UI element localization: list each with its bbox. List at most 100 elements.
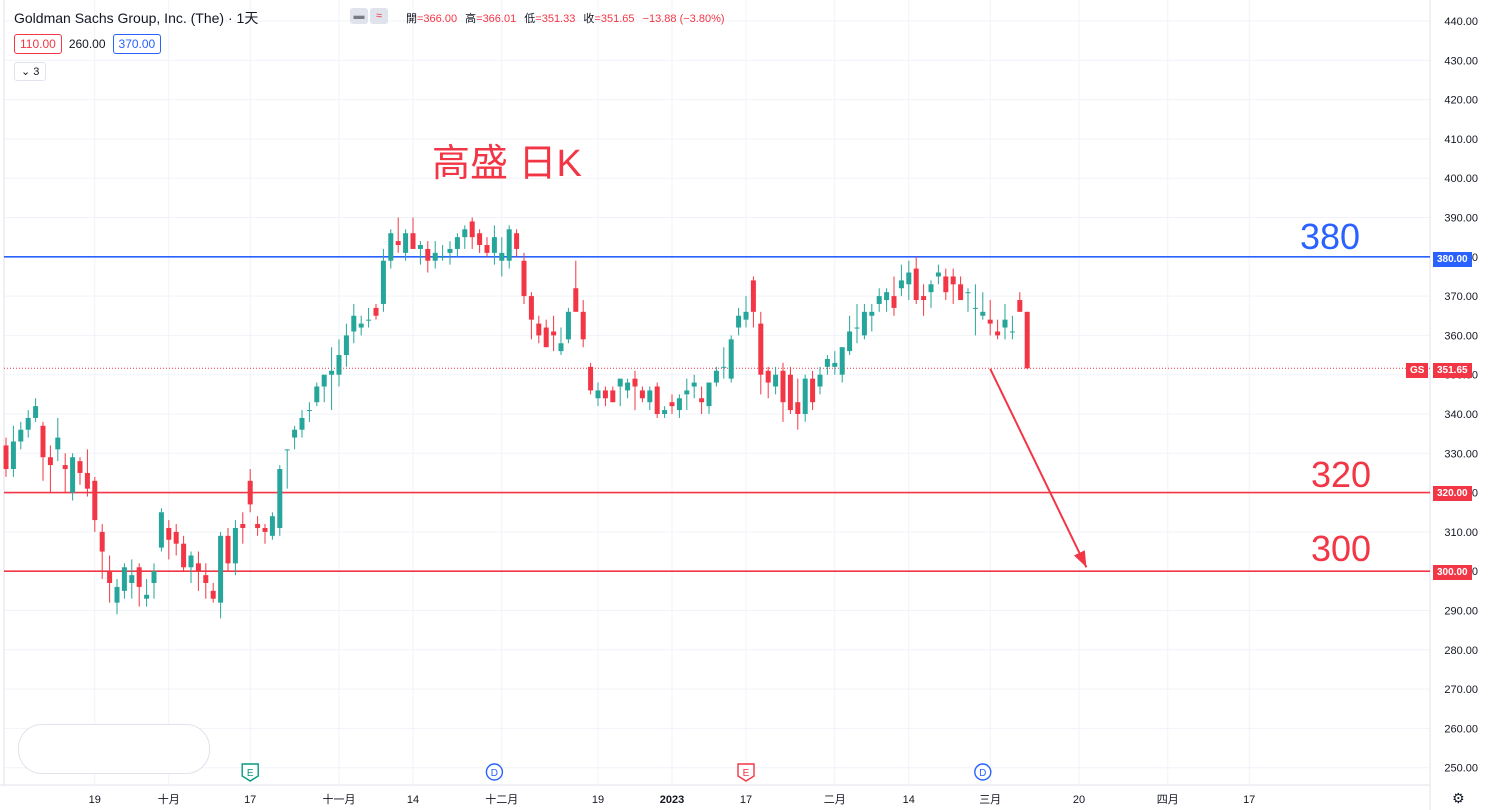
candle-body[interactable]: [343, 335, 349, 356]
candle-body[interactable]: [558, 343, 564, 352]
label-380[interactable]: 380: [1300, 216, 1361, 257]
candle-body[interactable]: [55, 437, 61, 450]
candle-body[interactable]: [203, 575, 209, 583]
candle-body[interactable]: [92, 480, 98, 521]
candle-body[interactable]: [329, 370, 335, 375]
candle-body[interactable]: [750, 280, 756, 312]
candle-body[interactable]: [114, 586, 120, 603]
candle-body[interactable]: [824, 358, 830, 367]
candle-body[interactable]: [573, 288, 579, 312]
candle-body[interactable]: [669, 402, 675, 407]
candle-body[interactable]: [780, 370, 786, 403]
candle-body[interactable]: [1017, 300, 1023, 312]
candle-body[interactable]: [25, 417, 31, 430]
candle-body[interactable]: [610, 390, 616, 403]
candle-body[interactable]: [595, 390, 601, 399]
candle-body[interactable]: [181, 543, 187, 568]
candle-body[interactable]: [684, 390, 690, 395]
candle-body[interactable]: [847, 331, 853, 352]
candle-body[interactable]: [70, 457, 76, 493]
candle-body[interactable]: [728, 339, 734, 379]
candle-body[interactable]: [306, 410, 312, 412]
candle-body[interactable]: [425, 248, 431, 261]
candle-body[interactable]: [173, 531, 179, 544]
candle-body[interactable]: [506, 229, 512, 261]
candle-body[interactable]: [469, 221, 475, 238]
level-box-plain[interactable]: 260.00: [68, 37, 106, 51]
candle-body[interactable]: [232, 527, 238, 564]
collapse-indicators-button[interactable]: ⌄ 3: [14, 62, 47, 81]
candle-body[interactable]: [358, 323, 364, 328]
candle-body[interactable]: [462, 229, 468, 238]
candle-body[interactable]: [736, 315, 742, 328]
candle-body[interactable]: [336, 355, 342, 375]
candle-body[interactable]: [691, 382, 697, 387]
candle-body[interactable]: [795, 402, 801, 414]
candle-body[interactable]: [1024, 311, 1030, 369]
candle-body[interactable]: [928, 284, 934, 293]
candle-body[interactable]: [958, 284, 964, 301]
candle-body[interactable]: [33, 406, 39, 418]
candle-body[interactable]: [395, 241, 401, 246]
candle-body[interactable]: [773, 374, 779, 387]
candle-body[interactable]: [144, 594, 150, 599]
candle-body[interactable]: [625, 382, 631, 391]
level-box-red[interactable]: 110.00: [14, 34, 62, 54]
candle-body[interactable]: [521, 260, 527, 297]
candle-body[interactable]: [403, 233, 409, 253]
candle-body[interactable]: [3, 445, 9, 470]
candle-body[interactable]: [713, 370, 719, 383]
chart-annotation-title[interactable]: 高盛 日K: [432, 143, 582, 185]
candle-body[interactable]: [107, 571, 113, 583]
candle-body[interactable]: [77, 461, 83, 473]
earnings-marker-icon[interactable]: [737, 763, 755, 782]
candle-body[interactable]: [247, 480, 253, 505]
candle-body[interactable]: [491, 237, 497, 253]
candle-body[interactable]: [662, 410, 668, 414]
candle-body[interactable]: [292, 429, 298, 438]
compare-icon[interactable]: ≈: [370, 8, 388, 24]
candle-body[interactable]: [980, 311, 986, 316]
candle-body[interactable]: [898, 280, 904, 289]
projection-line[interactable]: [989, 368, 1088, 568]
candle-body[interactable]: [810, 378, 816, 403]
time-axis[interactable]: 19 十月 17 十一月 14 十二月 19 2023 17 二月 14 三月 20 四月 17: [0, 784, 1430, 806]
candle-body[interactable]: [136, 567, 142, 587]
candle-body[interactable]: [514, 233, 520, 249]
candle-body[interactable]: [913, 268, 919, 301]
candle-body[interactable]: [225, 535, 231, 564]
candle-body[interactable]: [869, 311, 875, 316]
candle-body[interactable]: [743, 311, 749, 320]
candle-body[interactable]: [218, 535, 224, 603]
candle-body[interactable]: [10, 441, 16, 470]
candle-body[interactable]: [787, 374, 793, 411]
candle-body[interactable]: [676, 398, 682, 411]
candle-body[interactable]: [84, 472, 90, 489]
candle-body[interactable]: [210, 590, 216, 599]
settings-gear-icon[interactable]: ⚙: [1452, 790, 1465, 806]
candle-body[interactable]: [62, 465, 68, 470]
candle-body[interactable]: [943, 276, 949, 293]
candle-body[interactable]: [417, 245, 423, 249]
minus-icon[interactable]: ▬: [350, 8, 368, 24]
candle-body[interactable]: [284, 449, 290, 451]
candle-body[interactable]: [884, 292, 890, 301]
candle-body[interactable]: [129, 575, 135, 583]
candle-body[interactable]: [906, 272, 912, 285]
candle-body[interactable]: [950, 276, 956, 285]
candle-body[interactable]: [321, 374, 327, 387]
candle-body[interactable]: [440, 256, 446, 258]
candle-body[interactable]: [262, 527, 268, 532]
candle-body[interactable]: [528, 296, 534, 320]
candle-body[interactable]: [477, 233, 483, 246]
candle-body[interactable]: [580, 311, 586, 340]
candle-body[interactable]: [47, 457, 53, 466]
candle-body[interactable]: [158, 512, 164, 548]
candle-body[interactable]: [351, 315, 357, 332]
candle-body[interactable]: [987, 319, 993, 324]
candle-body[interactable]: [166, 527, 172, 540]
candle-body[interactable]: [447, 248, 453, 253]
candle-body[interactable]: [832, 362, 838, 367]
candle-body[interactable]: [188, 555, 194, 568]
